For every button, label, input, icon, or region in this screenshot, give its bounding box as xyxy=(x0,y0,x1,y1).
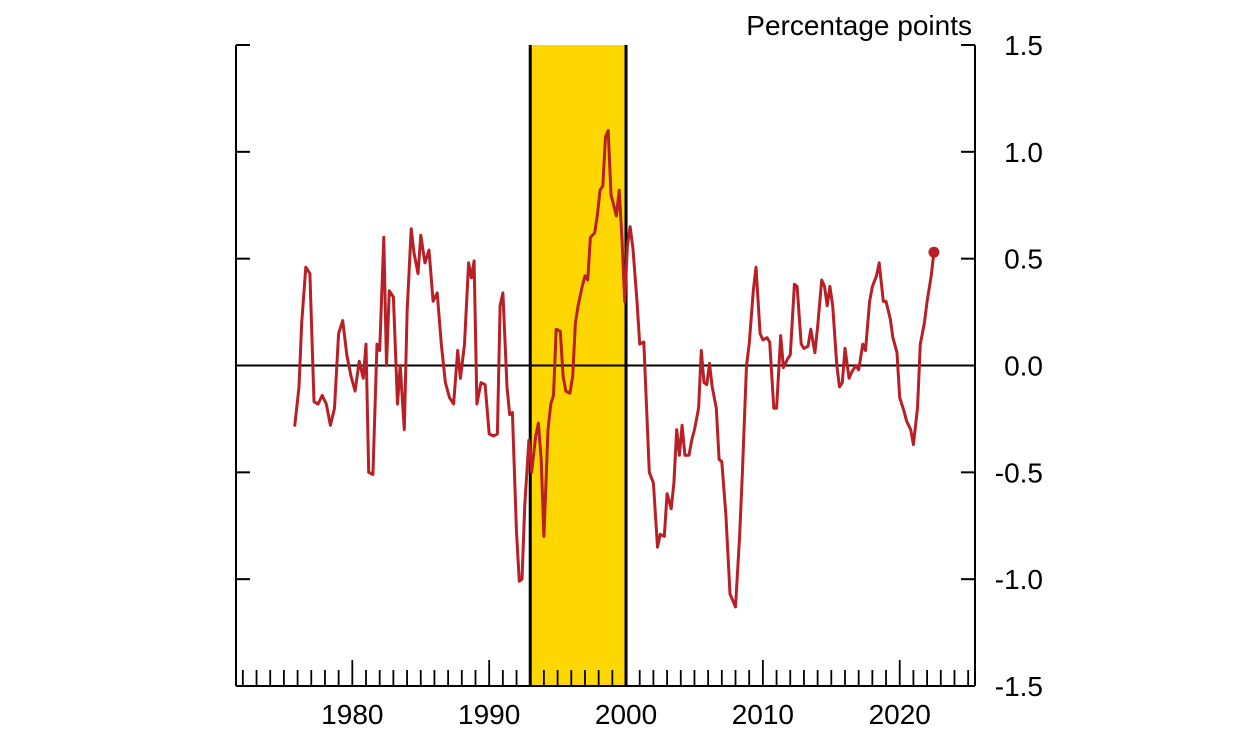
y-tick-label: 1.5 xyxy=(1004,30,1043,61)
y-axis: -1.5 -1.0 -0.5 0.0 0.5 1.0 1.5 xyxy=(236,30,1043,702)
series-end-marker xyxy=(928,246,940,258)
y-tick-label: -1.0 xyxy=(995,564,1043,595)
y-tick-label: 1.0 xyxy=(1004,137,1043,168)
x-tick-label: 2020 xyxy=(869,699,931,730)
series-line xyxy=(293,129,936,609)
y-tick-label: 0.0 xyxy=(1004,351,1043,382)
x-tick-label: 2010 xyxy=(732,699,794,730)
x-tick-label: 1980 xyxy=(321,699,383,730)
data-series xyxy=(293,129,940,609)
y-tick-label: -1.5 xyxy=(995,671,1043,702)
y-axis-unit-label: Percentage points xyxy=(746,10,972,41)
y-tick-label: -0.5 xyxy=(995,457,1043,488)
plot-frame xyxy=(235,45,976,687)
x-axis: 1980 1990 2000 2010 2020 xyxy=(241,660,970,730)
x-tick-label: 2000 xyxy=(595,699,657,730)
x-tick-label: 1990 xyxy=(458,699,520,730)
y-tick-label: 0.5 xyxy=(1004,244,1043,275)
